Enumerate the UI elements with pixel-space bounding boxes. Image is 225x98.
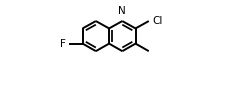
- Text: F: F: [59, 39, 65, 49]
- Text: Cl: Cl: [152, 16, 162, 26]
- Text: N: N: [118, 6, 126, 16]
